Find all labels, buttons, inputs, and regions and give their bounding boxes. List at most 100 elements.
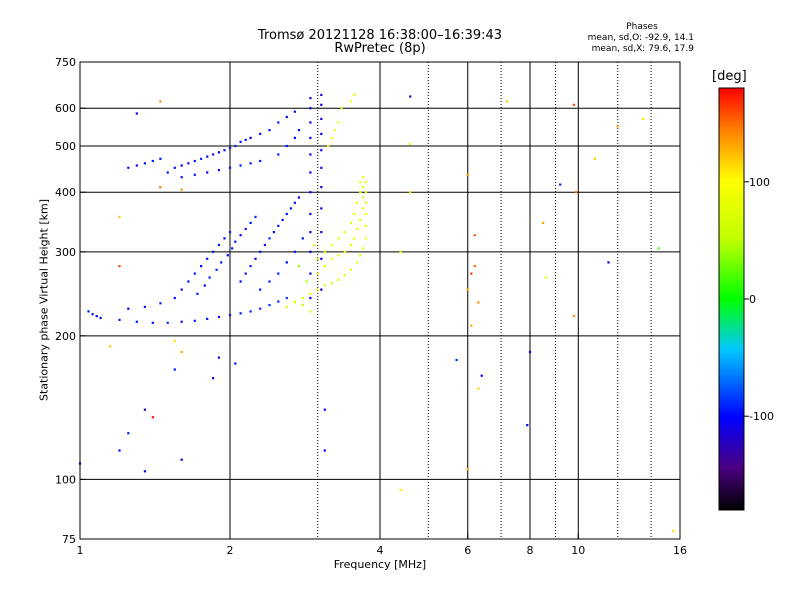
data-point-o — [173, 368, 176, 371]
data-point-o — [180, 164, 183, 167]
data-point-x — [323, 284, 326, 287]
data-point-x — [343, 274, 346, 277]
data-point-o — [206, 155, 209, 158]
data-point-x — [301, 296, 304, 300]
data-point-x — [466, 468, 469, 471]
chart-title: Tromsø 20121128 16:38:00–16:39:43 — [257, 28, 503, 43]
x-tick-label: 8 — [527, 544, 534, 557]
x-tick-label: 6 — [464, 544, 471, 557]
data-point-o — [309, 107, 312, 110]
data-point-x — [350, 100, 353, 103]
data-point-x — [350, 243, 353, 247]
data-point-o — [323, 408, 326, 411]
data-point-o — [180, 288, 183, 291]
grid-lines — [79, 62, 681, 539]
data-point-o — [127, 166, 130, 169]
data-point-o — [320, 186, 323, 189]
data-point-o — [244, 138, 247, 141]
data-point-o — [285, 261, 288, 264]
data-point-o — [166, 171, 169, 174]
data-point-x — [362, 186, 365, 189]
data-point-o — [309, 121, 312, 124]
data-point-o — [309, 153, 312, 156]
data-point-x — [301, 304, 304, 307]
data-point-x — [285, 305, 288, 308]
data-point-o — [206, 317, 209, 320]
data-point-o — [151, 159, 154, 163]
data-point-x — [343, 231, 346, 234]
data-point-x — [593, 157, 596, 160]
data-point-o — [320, 93, 323, 96]
data-point-o — [217, 356, 220, 359]
x-tick-label: 16 — [673, 544, 687, 557]
data-point-o — [212, 153, 215, 156]
data-point-x — [340, 107, 343, 110]
stats-heading: Phases — [626, 22, 658, 32]
data-point-x — [466, 288, 469, 291]
data-point-x — [316, 272, 319, 275]
phase-colorbar — [718, 87, 745, 511]
data-point-o — [226, 254, 229, 257]
data-point-o — [259, 250, 262, 253]
data-point-o — [323, 449, 326, 452]
data-point-o — [239, 312, 242, 315]
data-point-x — [159, 100, 162, 103]
data-point-o — [259, 132, 262, 135]
data-point-o — [193, 159, 196, 163]
data-point-x — [356, 201, 359, 204]
data-point-x — [356, 227, 359, 231]
data-points — [78, 93, 675, 532]
data-point-o — [249, 310, 252, 313]
data-point-o — [196, 292, 199, 295]
data-point-o — [166, 321, 169, 324]
data-point-o — [118, 449, 121, 452]
data-point-x — [309, 292, 312, 295]
data-point-x — [506, 100, 509, 103]
data-point-o — [409, 95, 412, 98]
data-point-o — [320, 103, 323, 106]
data-point-o — [135, 320, 138, 323]
data-point-o — [249, 162, 252, 165]
data-point-o — [259, 307, 262, 310]
data-point-o — [228, 166, 232, 169]
data-point-o — [220, 261, 223, 264]
data-point-o — [208, 276, 211, 279]
data-point-x — [362, 176, 365, 179]
data-point-o — [143, 162, 146, 165]
data-point-o — [187, 162, 190, 165]
data-point-x — [305, 280, 308, 283]
data-point-o — [285, 296, 288, 300]
data-point-o — [309, 136, 312, 139]
data-point-o — [135, 112, 138, 115]
data-point-o — [143, 408, 146, 411]
data-point-x — [359, 191, 362, 194]
data-point-x — [473, 234, 476, 237]
data-point-o — [320, 207, 323, 210]
data-point-o — [239, 234, 242, 237]
data-point-o — [99, 316, 102, 320]
data-point-x — [356, 261, 359, 264]
data-point-o — [212, 250, 215, 253]
data-point-o — [234, 362, 237, 365]
data-point-o — [293, 201, 296, 204]
data-point-o — [277, 300, 280, 303]
data-point-o — [559, 183, 562, 186]
data-point-o — [193, 319, 196, 322]
data-point-x — [364, 181, 368, 184]
data-point-x — [151, 416, 154, 419]
data-point-o — [607, 261, 610, 264]
data-point-x — [297, 265, 300, 268]
data-point-o — [135, 164, 138, 167]
data-point-o — [212, 377, 215, 380]
data-point-x — [343, 250, 346, 253]
data-point-x — [364, 212, 368, 216]
data-point-o — [244, 272, 247, 275]
data-point-o — [239, 280, 242, 283]
x-tick-label: 4 — [377, 544, 384, 557]
data-point-o — [143, 470, 146, 473]
data-point-x — [313, 243, 316, 247]
data-point-o — [239, 140, 242, 143]
data-point-x — [353, 93, 356, 96]
data-point-o — [173, 166, 176, 169]
